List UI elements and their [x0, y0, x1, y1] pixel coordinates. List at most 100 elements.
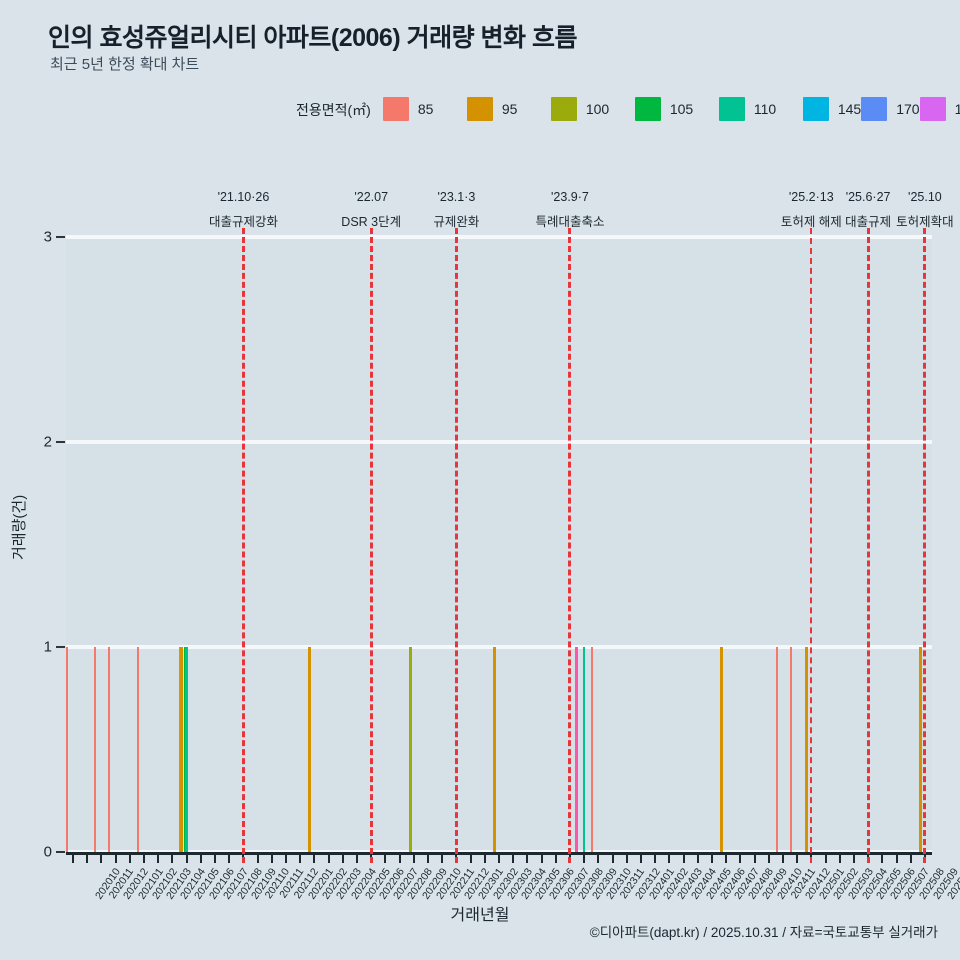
bar[interactable]	[582, 647, 586, 852]
legend-item-170[interactable]: 170	[861, 94, 920, 124]
x-tick-mark	[72, 855, 75, 863]
event-name-label: 특례대출축소	[535, 215, 605, 229]
x-tick-mark	[838, 855, 841, 863]
footer-credit: ©디아파트(dapt.kr) / 2025.10.31 / 자료=국토교통부 실…	[589, 925, 938, 940]
y-tick-label: 0	[43, 843, 52, 861]
bar[interactable]	[94, 647, 97, 852]
x-tick-mark	[753, 855, 756, 863]
x-tick-mark	[639, 855, 642, 863]
event-line	[369, 228, 373, 863]
bar[interactable]	[789, 647, 792, 852]
x-tick-mark	[654, 855, 657, 863]
legend-label: 145	[837, 101, 862, 117]
x-tick-mark	[540, 855, 543, 863]
bar[interactable]	[918, 647, 922, 852]
bar[interactable]	[409, 647, 412, 852]
legend-label: 180	[954, 101, 960, 117]
event-line	[809, 228, 812, 863]
x-tick-mark	[313, 855, 316, 863]
bar[interactable]	[180, 647, 184, 852]
x-tick-mark	[611, 855, 614, 863]
event-name-label: 토허제 해제	[780, 215, 842, 229]
x-tick-mark	[228, 855, 231, 863]
x-tick-mark	[668, 855, 671, 863]
x-axis-line	[66, 852, 932, 855]
legend-swatch	[802, 97, 829, 121]
bar[interactable]	[590, 647, 593, 852]
event-line	[923, 228, 927, 863]
x-tick-mark	[157, 855, 160, 863]
x-tick-mark	[526, 855, 529, 863]
legend-swatch	[634, 97, 661, 121]
legend-swatch	[382, 97, 409, 121]
x-tick-mark	[512, 855, 515, 863]
bar[interactable]	[183, 647, 187, 852]
bar[interactable]	[136, 647, 139, 852]
legend-swatch	[466, 97, 493, 121]
legend-item-180[interactable]: 180	[919, 94, 960, 124]
event-line	[866, 228, 870, 863]
legend-item-110[interactable]: 110	[718, 94, 803, 124]
x-tick-mark	[696, 855, 699, 863]
x-tick-mark	[86, 855, 89, 863]
x-tick-mark	[796, 855, 799, 863]
bar[interactable]	[775, 647, 778, 852]
gridline	[66, 440, 932, 444]
event-line	[568, 228, 572, 863]
bar[interactable]	[719, 647, 723, 852]
event-date-label: '21.10·26	[217, 190, 270, 204]
legend-title: 전용면적(㎡)	[296, 102, 371, 118]
x-tick-mark	[895, 855, 898, 863]
bar[interactable]	[108, 647, 111, 852]
legend-item-145[interactable]: 145	[802, 94, 862, 124]
legend-swatch	[718, 97, 745, 121]
event-name-label: 규제완화	[433, 215, 480, 229]
bar[interactable]	[492, 647, 496, 852]
bar[interactable]	[308, 647, 312, 852]
bar[interactable]	[805, 647, 809, 852]
legend-items: 8595100105110145170180190	[382, 94, 960, 124]
legend-label: 95	[501, 101, 518, 117]
gridline	[66, 235, 932, 239]
y-tick-mark	[56, 441, 65, 443]
event-date-label: '23.1·3	[437, 190, 476, 204]
bar[interactable]	[575, 647, 578, 852]
x-tick-mark	[270, 855, 273, 863]
x-tick-mark	[824, 855, 827, 863]
y-tick-label: 3	[43, 228, 52, 246]
legend-swatch	[861, 97, 888, 121]
event-date-label: '25.10	[908, 190, 942, 204]
bar[interactable]	[65, 647, 68, 852]
x-tick-mark	[554, 855, 557, 863]
x-tick-mark	[299, 855, 302, 863]
legend-item-105[interactable]: 105	[634, 94, 719, 124]
x-tick-mark	[114, 855, 117, 863]
x-tick-mark	[739, 855, 742, 863]
gridline	[66, 645, 932, 649]
legend-item-95[interactable]: 95	[466, 94, 551, 124]
legend-item-85[interactable]: 85	[382, 94, 467, 124]
x-tick-mark	[128, 855, 131, 863]
x-tick-mark	[171, 855, 174, 863]
x-tick-mark	[285, 855, 288, 863]
x-tick-mark	[852, 855, 855, 863]
legend-item-100[interactable]: 100	[550, 94, 635, 124]
bar[interactable]	[179, 647, 182, 852]
x-tick-mark	[341, 855, 344, 863]
x-tick-mark	[185, 855, 188, 863]
event-date-label: '23.9·7	[551, 190, 589, 204]
y-axis-title: 거래량(건)	[11, 494, 28, 560]
x-tick-mark	[725, 855, 728, 863]
x-tick-mark	[682, 855, 685, 863]
x-tick-mark	[412, 855, 415, 863]
x-tick-mark	[384, 855, 387, 863]
y-tick-mark	[56, 236, 65, 238]
bar[interactable]	[185, 647, 188, 852]
x-tick-mark	[356, 855, 359, 863]
x-tick-mark	[781, 855, 784, 863]
legend-label: 170	[896, 101, 920, 117]
y-tick-mark	[56, 646, 65, 648]
x-tick-mark	[710, 855, 713, 863]
x-tick-mark	[498, 855, 500, 863]
legend-swatch	[919, 97, 946, 121]
